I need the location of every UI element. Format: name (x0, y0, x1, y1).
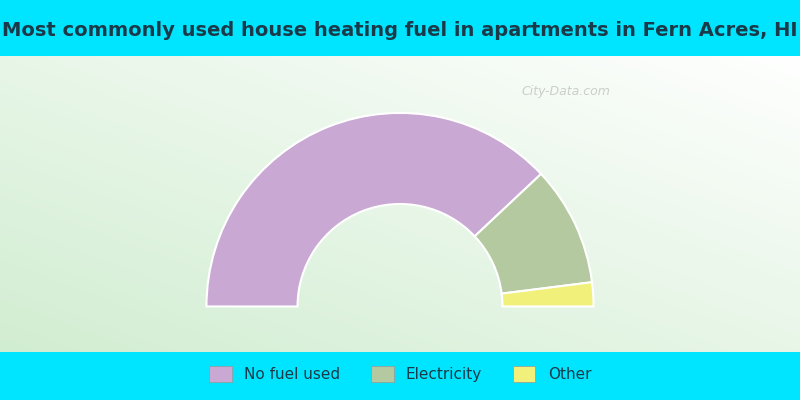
Wedge shape (502, 282, 594, 306)
Wedge shape (206, 113, 541, 306)
Text: Most commonly used house heating fuel in apartments in Fern Acres, HI: Most commonly used house heating fuel in… (2, 21, 798, 40)
Wedge shape (474, 174, 592, 294)
Legend: No fuel used, Electricity, Other: No fuel used, Electricity, Other (202, 360, 598, 388)
Text: City-Data.com: City-Data.com (522, 85, 610, 98)
